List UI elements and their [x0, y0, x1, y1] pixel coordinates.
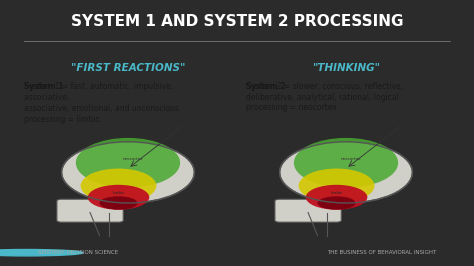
Ellipse shape: [62, 142, 194, 203]
Ellipse shape: [88, 185, 149, 210]
Text: limbic: limbic: [330, 192, 343, 196]
Ellipse shape: [299, 169, 374, 203]
Ellipse shape: [100, 196, 137, 210]
Text: System 2 = slower, conscious, reflective,
deliberative, analytical, rational, lo: System 2 = slower, conscious, reflective…: [246, 82, 403, 112]
Text: System 2: System 2: [246, 82, 286, 91]
Text: SYSTEM 1 AND SYSTEM 2 PROCESSING: SYSTEM 1 AND SYSTEM 2 PROCESSING: [71, 14, 403, 29]
Text: neocortex: neocortex: [122, 157, 143, 161]
Ellipse shape: [76, 138, 180, 188]
Text: associative, emotional, and unconscious
processing = limbic.: associative, emotional, and unconscious …: [24, 104, 179, 124]
Text: "FIRST REACTIONS": "FIRST REACTIONS": [71, 63, 185, 73]
Ellipse shape: [318, 196, 356, 210]
Ellipse shape: [81, 169, 156, 203]
Text: THE BUSINESS OF BEHAVIORAL INSIGHT: THE BUSINESS OF BEHAVIORAL INSIGHT: [327, 250, 436, 255]
Text: limbic: limbic: [112, 192, 125, 196]
Ellipse shape: [294, 138, 398, 188]
Text: neocortex: neocortex: [340, 157, 361, 161]
FancyBboxPatch shape: [275, 199, 341, 222]
Text: System 1 = fast, automatic, impulsive,
associative,: System 1 = fast, automatic, impulsive, a…: [24, 82, 173, 102]
Text: SENTIENT DECISION SCIENCE: SENTIENT DECISION SCIENCE: [38, 250, 118, 255]
FancyBboxPatch shape: [57, 199, 123, 222]
Text: "THINKING": "THINKING": [312, 63, 380, 73]
Ellipse shape: [280, 142, 412, 203]
Text: associative,: associative,: [24, 104, 72, 113]
Ellipse shape: [306, 185, 367, 210]
Text: System 1: System 1: [24, 82, 63, 91]
Circle shape: [0, 250, 83, 256]
